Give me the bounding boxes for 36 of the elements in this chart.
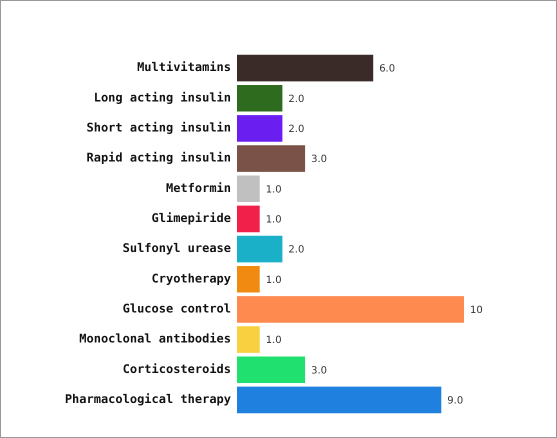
data-label: 2.0 [288,94,304,105]
y-tick-label: Multivitamins [137,60,231,74]
bar [237,175,260,202]
bar [237,236,282,262]
bar [237,356,306,384]
data-label: 1.0 [266,184,282,196]
y-tick-label: Rapid acting insulin [86,150,231,165]
data-label: 2.0 [288,244,304,256]
data-label: 1.0 [266,335,282,346]
bar [237,326,260,353]
data-label: 3.0 [311,365,328,376]
data-label: 1.0 [266,274,282,286]
y-tick-label: Corticosteroids [122,362,231,376]
bar [237,54,374,82]
bar [237,115,282,142]
y-tick-label: Glimepiride [152,211,231,226]
data-label: 1.0 [266,214,282,226]
y-tick-label: Monoclonal antibodies [79,332,231,346]
bar [237,84,282,112]
y-tick-label: Cryotherapy [152,271,231,286]
y-tick-label: Glucose control [122,302,231,316]
bar [237,386,442,414]
data-label: 9.0 [447,396,464,407]
bar [237,145,306,172]
data-label: 3.0 [311,154,328,166]
y-tick-label: Pharmacological therapy [64,392,231,406]
data-label: 10 [470,305,483,316]
data-label: 6.0 [379,64,396,75]
bar [237,266,260,293]
y-tick-label: Sulfonyl urease [122,241,231,256]
y-tick-label: Long acting insulin [94,90,231,104]
y-tick-label: Short acting insulin [86,120,231,135]
data-label: 2.0 [288,124,304,136]
bar [237,296,464,323]
bar [237,206,260,232]
y-tick-label: Metformin [166,180,231,195]
